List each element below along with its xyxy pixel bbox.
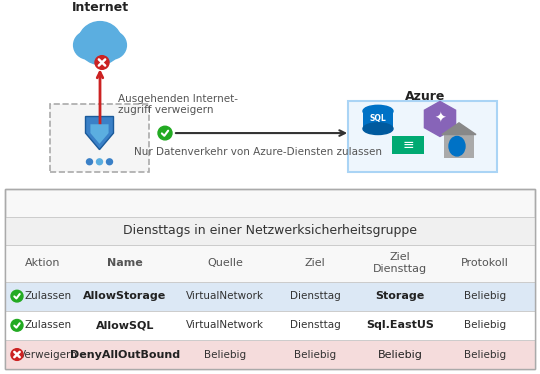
- Text: Azure: Azure: [405, 91, 446, 103]
- Circle shape: [94, 40, 117, 61]
- FancyBboxPatch shape: [363, 111, 393, 129]
- Text: Beliebig: Beliebig: [204, 350, 246, 359]
- Text: Protokoll: Protokoll: [461, 258, 509, 268]
- Circle shape: [11, 290, 23, 302]
- Text: Name: Name: [107, 258, 143, 268]
- Text: Diensttag: Diensttag: [289, 320, 340, 330]
- Text: Beliebig: Beliebig: [377, 350, 422, 359]
- Text: Quelle: Quelle: [207, 258, 243, 268]
- Text: AllowStorage: AllowStorage: [83, 291, 167, 301]
- FancyBboxPatch shape: [50, 104, 149, 172]
- Circle shape: [158, 126, 172, 140]
- Text: VirtualNetwork: VirtualNetwork: [186, 291, 264, 301]
- Text: Diensttags in einer Netzwerksicherheitsgruppe: Diensttags in einer Netzwerksicherheitsg…: [123, 224, 417, 237]
- FancyBboxPatch shape: [444, 135, 474, 158]
- Circle shape: [78, 22, 122, 64]
- Text: Sql.EastUS: Sql.EastUS: [366, 320, 434, 330]
- FancyBboxPatch shape: [5, 340, 535, 369]
- Text: Ausgehenden Internet-
zugriff verweigern: Ausgehenden Internet- zugriff verweigern: [118, 94, 238, 115]
- Text: Beliebig: Beliebig: [464, 350, 506, 359]
- Text: Storage: Storage: [375, 291, 424, 301]
- Circle shape: [95, 56, 109, 69]
- FancyBboxPatch shape: [348, 101, 497, 172]
- Text: Zulassen: Zulassen: [24, 320, 72, 330]
- FancyBboxPatch shape: [5, 245, 535, 282]
- FancyBboxPatch shape: [392, 137, 424, 154]
- Text: Aktion: Aktion: [25, 258, 60, 268]
- Text: VirtualNetwork: VirtualNetwork: [186, 320, 264, 330]
- Polygon shape: [442, 123, 476, 135]
- Text: ≡: ≡: [402, 138, 414, 152]
- Text: Beliebig: Beliebig: [294, 350, 336, 359]
- Text: ✦: ✦: [434, 112, 446, 126]
- Text: Beliebig: Beliebig: [464, 291, 506, 301]
- Circle shape: [11, 319, 23, 331]
- Text: Ziel
Diensttag: Ziel Diensttag: [373, 252, 427, 274]
- Ellipse shape: [363, 105, 393, 117]
- Text: Nur Datenverkehr von Azure-Diensten zulassen: Nur Datenverkehr von Azure-Diensten zula…: [133, 147, 381, 157]
- Circle shape: [106, 159, 112, 165]
- Text: DenyAllOutBound: DenyAllOutBound: [70, 350, 180, 359]
- Circle shape: [86, 159, 92, 165]
- PathPatch shape: [90, 124, 109, 144]
- Text: Internet: Internet: [71, 1, 129, 14]
- PathPatch shape: [85, 117, 113, 150]
- Text: AllowSQL: AllowSQL: [96, 320, 154, 330]
- Circle shape: [98, 31, 126, 59]
- Circle shape: [73, 31, 102, 59]
- Text: SQL: SQL: [369, 114, 387, 123]
- Text: Verweigern: Verweigern: [18, 350, 77, 359]
- Ellipse shape: [363, 123, 393, 135]
- FancyBboxPatch shape: [5, 311, 535, 340]
- FancyBboxPatch shape: [5, 282, 535, 311]
- FancyBboxPatch shape: [5, 217, 535, 245]
- Circle shape: [84, 40, 105, 61]
- FancyBboxPatch shape: [0, 10, 540, 194]
- Circle shape: [97, 159, 103, 165]
- Text: Zulassen: Zulassen: [24, 291, 72, 301]
- Text: Diensttag: Diensttag: [289, 291, 340, 301]
- Ellipse shape: [449, 137, 465, 156]
- FancyBboxPatch shape: [5, 189, 535, 369]
- Circle shape: [11, 349, 23, 361]
- Text: Ziel: Ziel: [305, 258, 326, 268]
- Text: Beliebig: Beliebig: [464, 320, 506, 330]
